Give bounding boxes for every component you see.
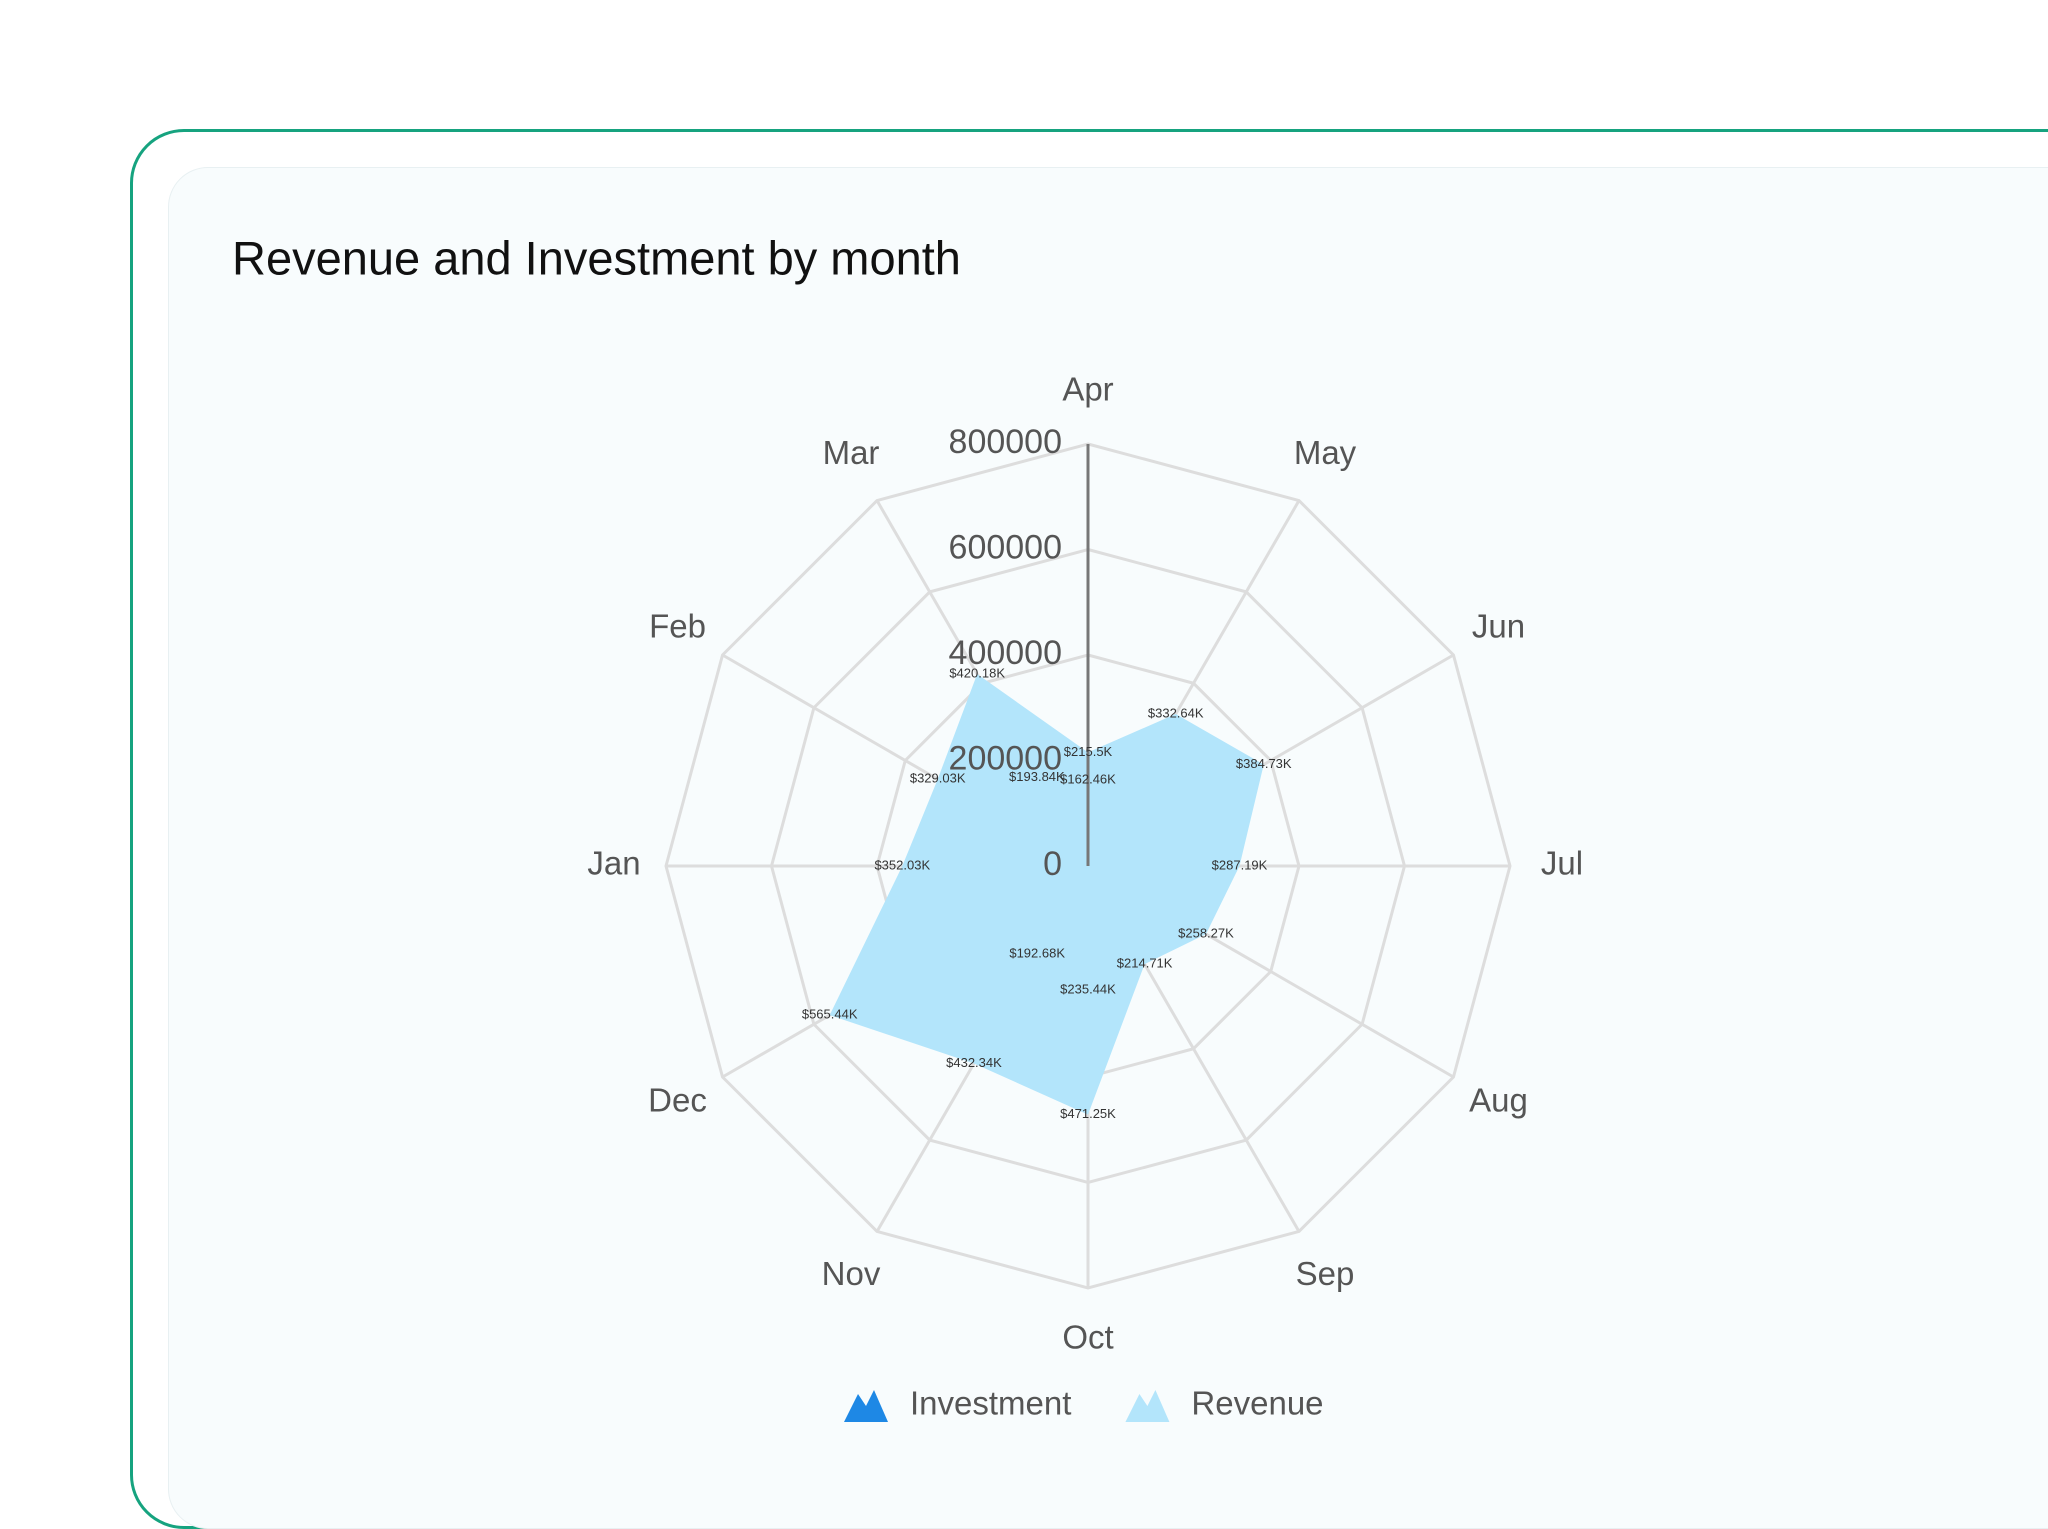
legend-icon bbox=[844, 1390, 888, 1422]
series-area bbox=[829, 674, 1264, 1115]
data-label: $332.64K bbox=[1148, 705, 1204, 720]
category-label: Dec bbox=[648, 1082, 707, 1119]
category-label: May bbox=[1294, 434, 1357, 471]
chart-title: Revenue and Investment by month bbox=[232, 231, 961, 284]
legend-label: Revenue bbox=[1191, 1385, 1323, 1422]
y-tick-label: 0 bbox=[1043, 845, 1062, 883]
data-label: $215.5K bbox=[1064, 744, 1113, 759]
category-label: Mar bbox=[823, 434, 880, 471]
legend-label: Investment bbox=[910, 1385, 1071, 1422]
data-label: $214.71K bbox=[1117, 956, 1173, 971]
y-tick-label: 800000 bbox=[949, 423, 1062, 461]
y-tick-label: 600000 bbox=[949, 528, 1062, 566]
data-label: $471.25K bbox=[1060, 1106, 1116, 1121]
category-label: Aug bbox=[1469, 1082, 1528, 1119]
data-label: $287.19K bbox=[1212, 857, 1268, 872]
data-label: $162.46K bbox=[1060, 772, 1116, 787]
data-label: $329.03K bbox=[910, 771, 966, 786]
data-label: $384.73K bbox=[1236, 756, 1292, 771]
data-label: $235.44K bbox=[1060, 982, 1116, 997]
category-label: Sep bbox=[1296, 1255, 1355, 1292]
data-label: $258.27K bbox=[1178, 926, 1234, 941]
category-label: Apr bbox=[1062, 371, 1113, 408]
y-tick-label: 200000 bbox=[949, 739, 1062, 777]
data-label: $432.34K bbox=[946, 1055, 1002, 1070]
category-label: Nov bbox=[822, 1255, 881, 1292]
category-label: Jun bbox=[1472, 608, 1525, 645]
chart: Revenue and Investment by month 0 200000 4… bbox=[232, 231, 1583, 1422]
page: Revenue and Investment by month 0 200000 4… bbox=[130, 129, 2048, 1529]
data-label: $192.68K bbox=[1009, 945, 1065, 960]
data-label: $352.03K bbox=[874, 857, 930, 872]
data-label: $420.18K bbox=[949, 665, 1005, 680]
category-label: Jul bbox=[1541, 845, 1583, 882]
category-label: Oct bbox=[1062, 1319, 1113, 1356]
category-label: Feb bbox=[649, 608, 706, 645]
y-tick-label: 400000 bbox=[949, 634, 1062, 672]
legend-icon bbox=[1125, 1390, 1170, 1422]
category-label: Jan bbox=[587, 845, 640, 882]
data-label: $193.84K bbox=[1009, 769, 1065, 784]
data-label: $565.44K bbox=[802, 1007, 858, 1022]
